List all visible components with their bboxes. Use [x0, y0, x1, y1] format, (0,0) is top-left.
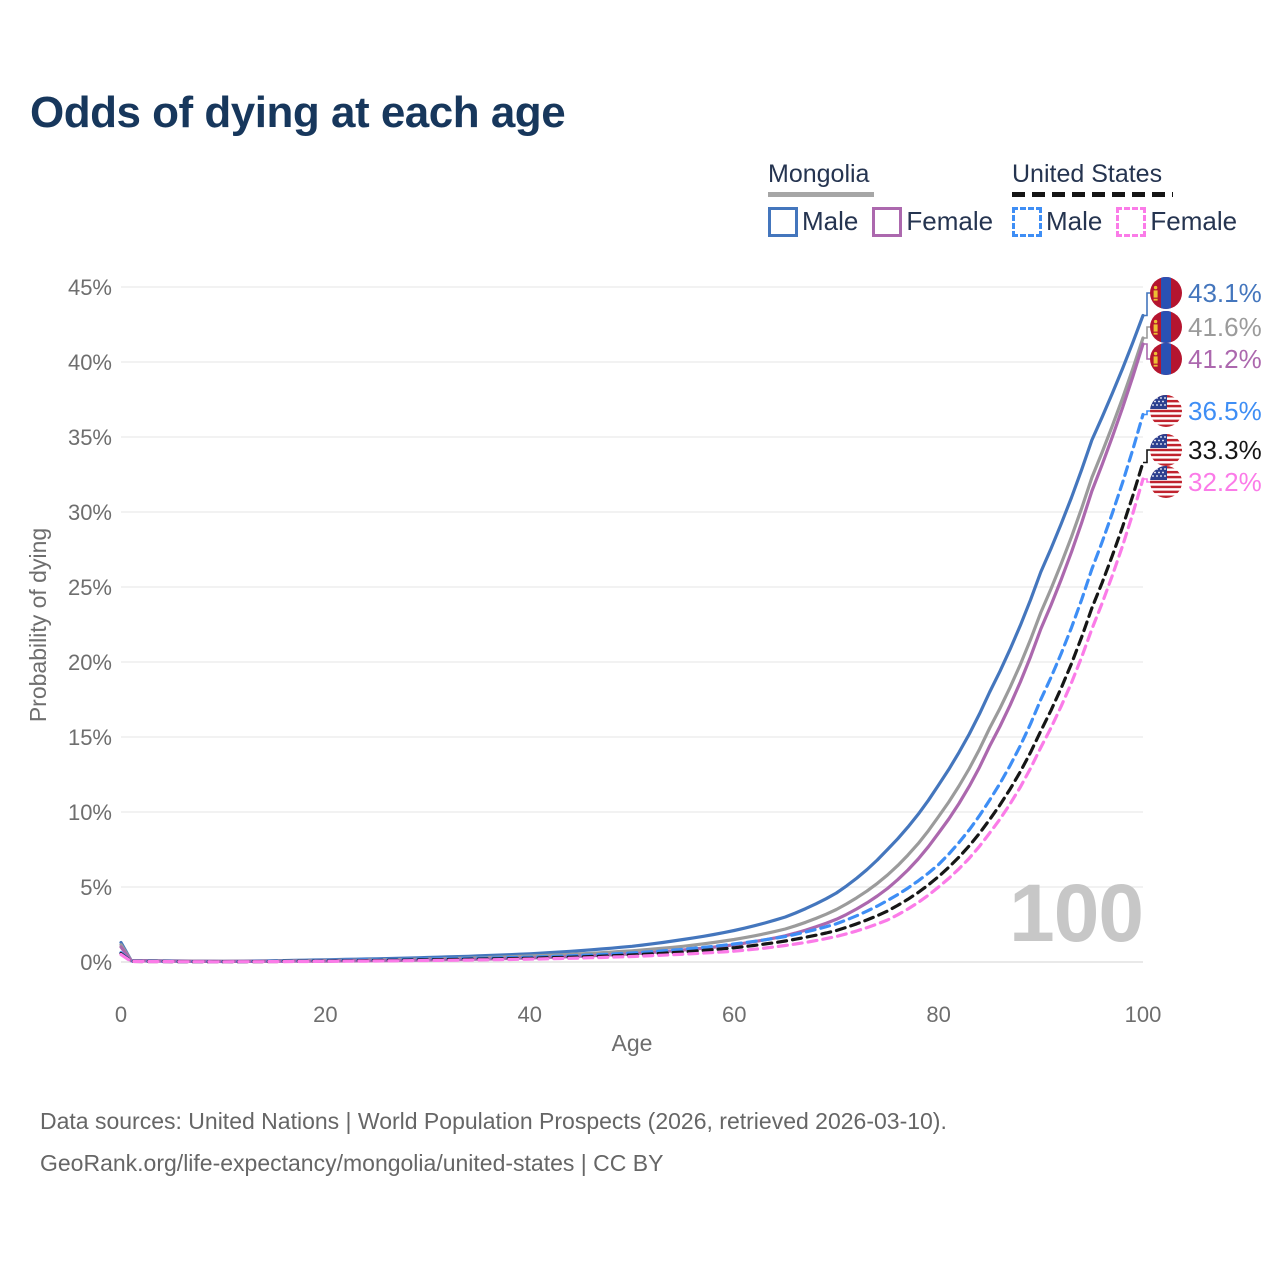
legend-us-male-label: Male [1046, 206, 1103, 236]
end-value: 41.2% [1188, 343, 1262, 374]
end-value: 32.2% [1188, 466, 1262, 497]
end-label-mongolia-both: 41.6% [1150, 310, 1262, 344]
us-female-swatch [1116, 206, 1147, 237]
svg-text:35%: 35% [68, 425, 112, 450]
end-label-us-female: 32.2% [1150, 465, 1262, 499]
svg-text:40%: 40% [68, 350, 112, 375]
end-value: 43.1% [1188, 277, 1262, 308]
mongolia-flag-icon [1150, 311, 1182, 343]
us-flag-icon [1150, 466, 1182, 498]
svg-text:Age: Age [612, 1030, 653, 1056]
end-label-us-male: 36.5% [1150, 394, 1262, 428]
mongolia-female-swatch [872, 206, 903, 237]
svg-text:0%: 0% [80, 950, 112, 975]
data-sources-text: Data sources: United Nations | World Pop… [40, 1108, 947, 1134]
mongolia-flag-icon [1150, 277, 1182, 309]
end-value: 33.3% [1188, 434, 1262, 465]
end-label-mongolia-female: 41.2% [1150, 342, 1262, 376]
legend-group-united-states: United States Male Female [1012, 160, 1237, 237]
us-flag-icon [1150, 434, 1182, 466]
attribution-url-text: GeoRank.org/life-expectancy/mongolia/uni… [40, 1150, 664, 1176]
us-flag-icon [1150, 395, 1182, 427]
svg-text:100: 100 [1125, 1002, 1162, 1027]
end-label-us-both: 33.3% [1150, 433, 1262, 467]
page-title: Odds of dying at each age [30, 88, 566, 137]
legend-mongolia-male-label: Male [802, 206, 859, 236]
svg-text:30%: 30% [68, 500, 112, 525]
legend-item-us-female[interactable]: Female [1116, 206, 1237, 237]
svg-text:45%: 45% [68, 275, 112, 300]
svg-text:40: 40 [518, 1002, 542, 1027]
legend-us-label[interactable]: United States [1012, 160, 1163, 188]
end-value: 36.5% [1188, 395, 1262, 426]
svg-text:20%: 20% [68, 650, 112, 675]
legend-group-mongolia: Mongolia Male Female [768, 160, 993, 237]
legend-item-mongolia-female[interactable]: Female [872, 206, 993, 237]
mongolia-line-style-swatch [768, 192, 874, 197]
svg-text:25%: 25% [68, 575, 112, 600]
legend-mongolia-female-label: Female [906, 206, 994, 236]
end-value: 41.6% [1188, 311, 1262, 342]
svg-text:15%: 15% [68, 725, 112, 750]
svg-text:100: 100 [1009, 868, 1143, 959]
svg-text:5%: 5% [80, 875, 112, 900]
legend-item-mongolia-male[interactable]: Male [768, 206, 858, 237]
svg-text:80: 80 [926, 1002, 950, 1027]
svg-text:Probability of dying: Probability of dying [25, 528, 51, 722]
us-male-swatch [1012, 206, 1042, 237]
svg-text:10%: 10% [68, 800, 112, 825]
mongolia-flag-icon [1150, 343, 1182, 375]
us-line-style-swatch [1012, 192, 1173, 197]
end-label-mongolia-male: 43.1% [1150, 276, 1262, 310]
legend-mongolia-label[interactable]: Mongolia [768, 160, 870, 188]
svg-text:20: 20 [313, 1002, 337, 1027]
mongolia-male-swatch [768, 206, 798, 237]
svg-text:0: 0 [115, 1002, 127, 1027]
legend-item-us-male[interactable]: Male [1012, 206, 1102, 237]
legend-us-female-label: Female [1150, 206, 1238, 236]
svg-text:60: 60 [722, 1002, 746, 1027]
